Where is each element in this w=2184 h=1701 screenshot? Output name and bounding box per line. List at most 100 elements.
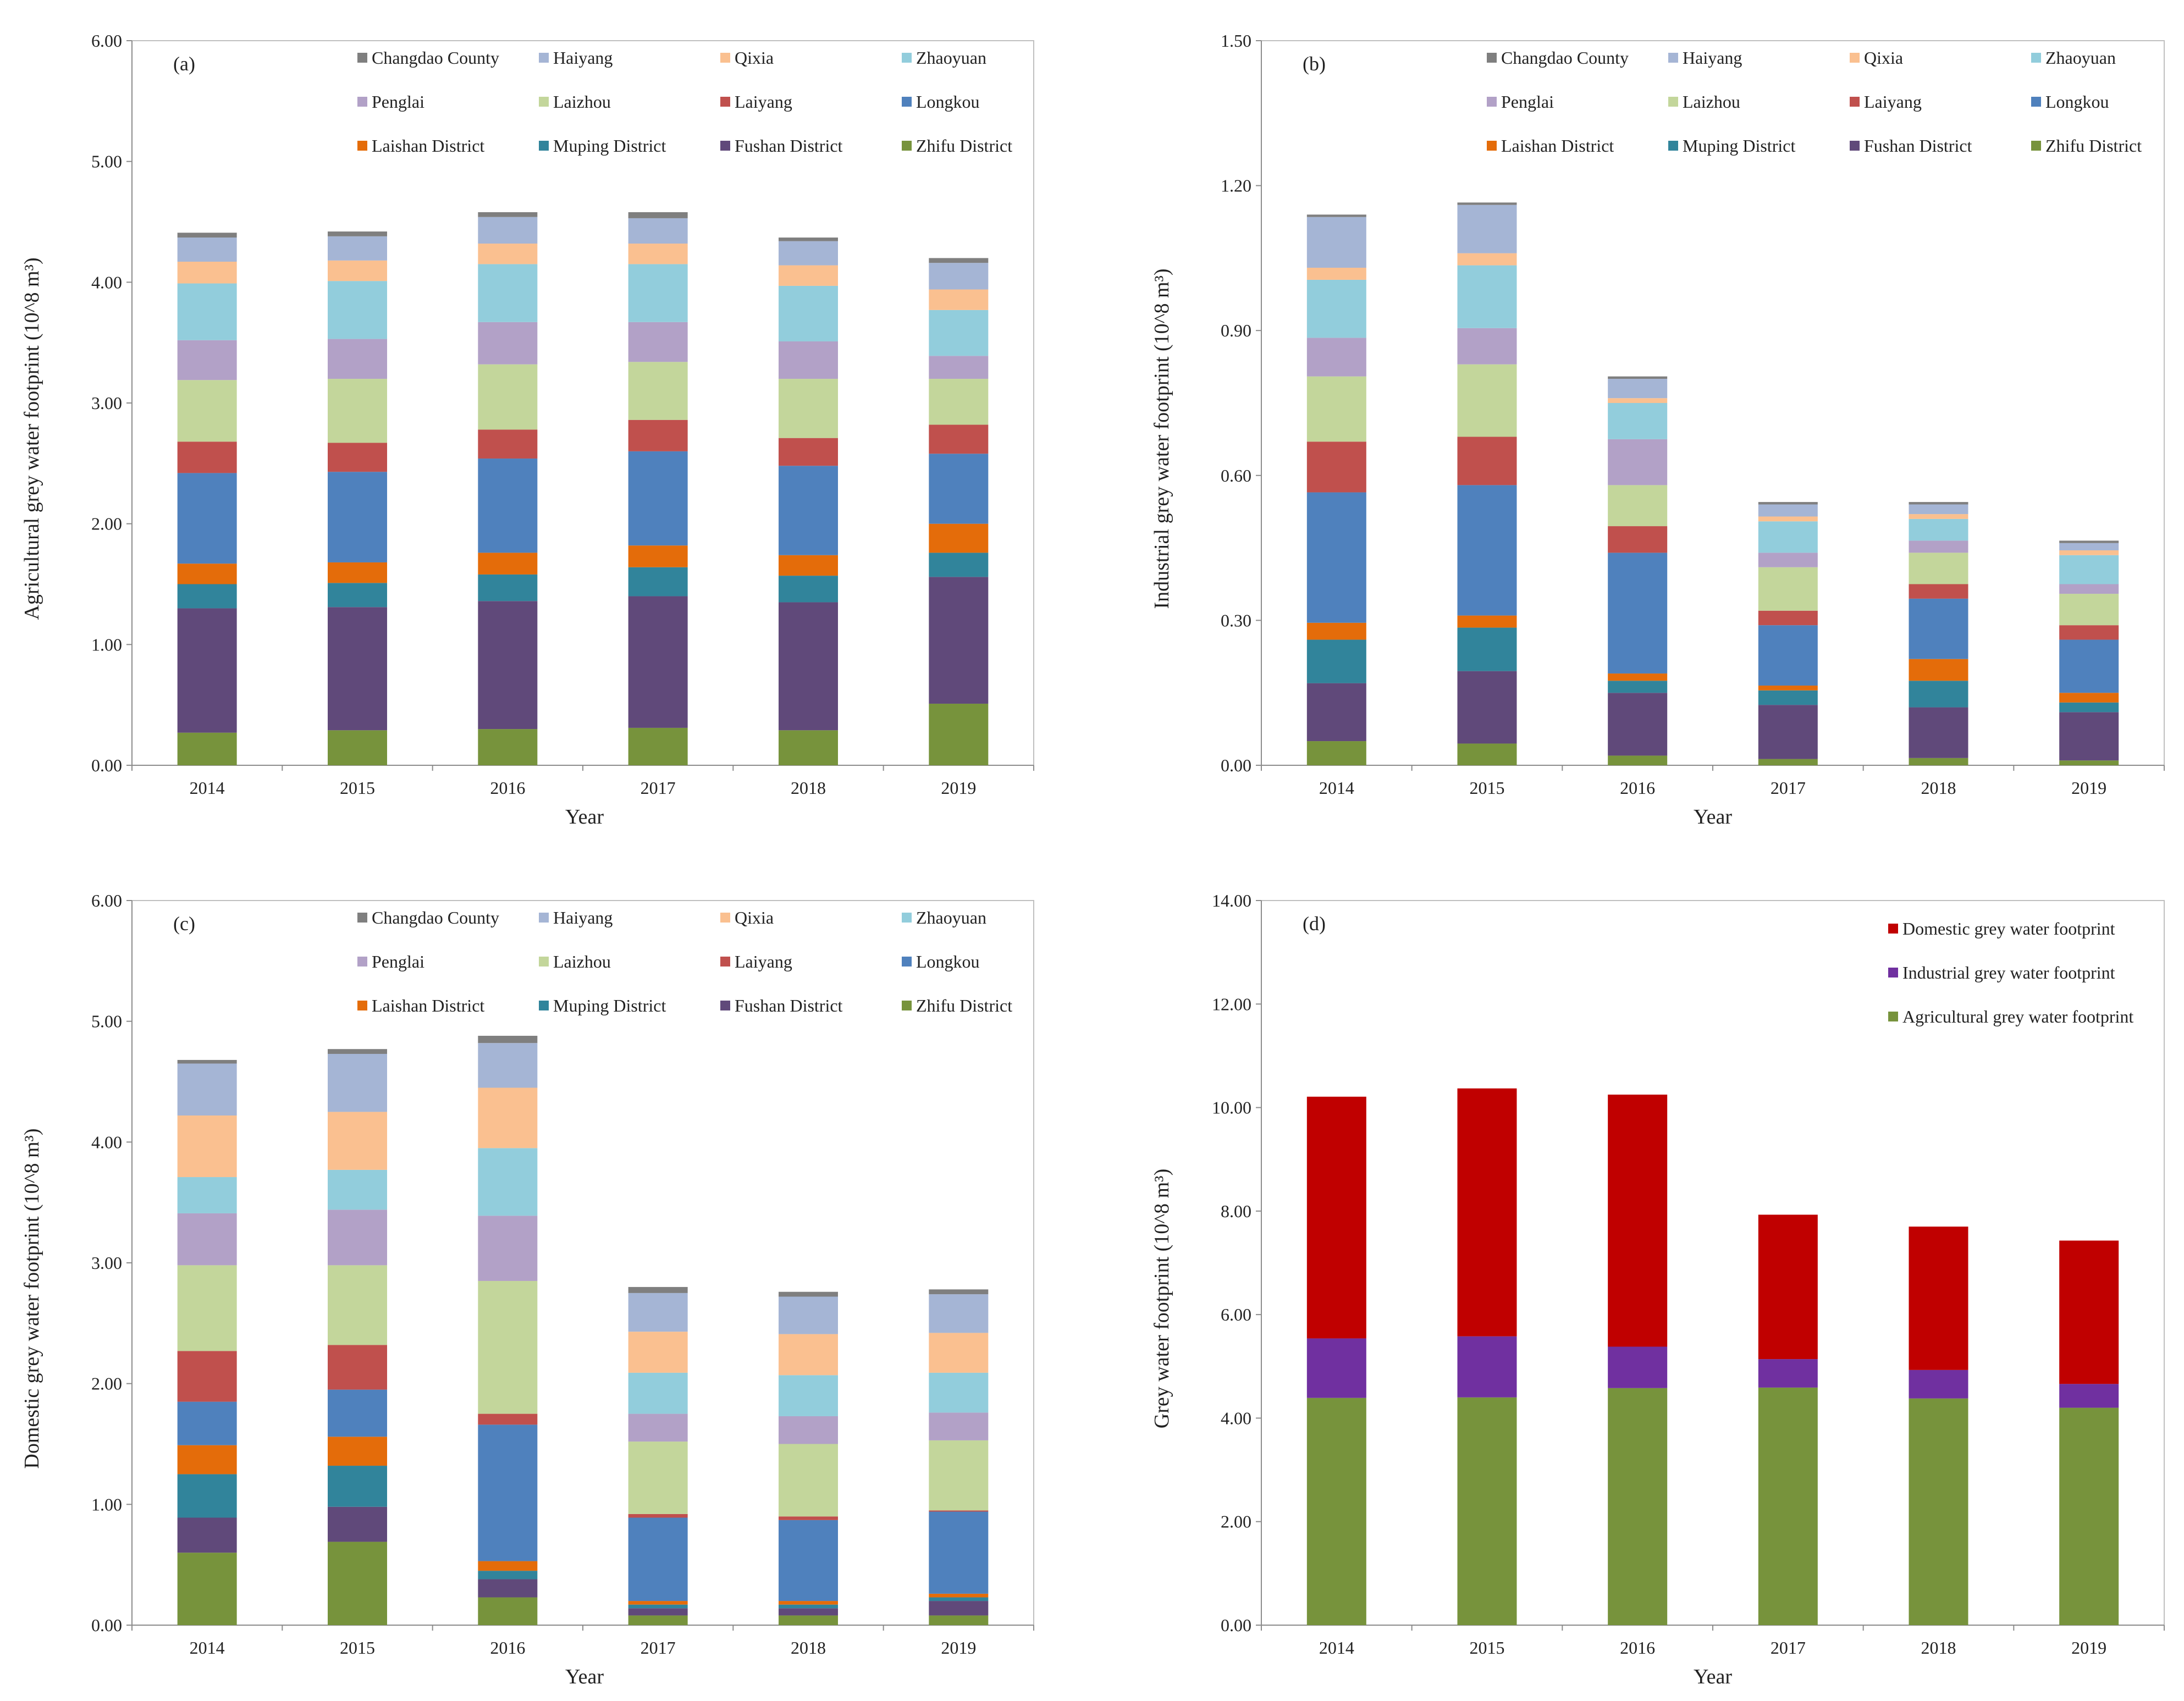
panel-a-legend-swatch-qixia bbox=[720, 53, 730, 63]
panel-d-bar-industrial-grey-water-footprint-2017 bbox=[1758, 1359, 1818, 1388]
panel-b-y-tick-label: 0.90 bbox=[1221, 321, 1251, 340]
panel-d-y-tick-label: 10.00 bbox=[1212, 1098, 1251, 1118]
panel-c-legend-swatch-laiyang bbox=[720, 957, 730, 967]
panel-b-y-tick-label: 0.60 bbox=[1221, 466, 1251, 485]
panel-c-bar-laizhou-2014 bbox=[177, 1265, 237, 1351]
panel-c-bar-fushan-district-2017 bbox=[628, 1608, 688, 1616]
panel-d-y-tick-label: 14.00 bbox=[1212, 891, 1251, 910]
panel-c-y-tick-label: 6.00 bbox=[91, 891, 122, 910]
panel-c-x-tick-label: 2018 bbox=[791, 1638, 826, 1658]
panel-b-bar-muping-district-2016 bbox=[1608, 681, 1668, 693]
panel-b-bar-laiyang-2017 bbox=[1758, 610, 1818, 626]
panel-a-legend-swatch-haiyang bbox=[539, 53, 549, 63]
panel-b-bar-zhifu-district-2014 bbox=[1306, 741, 1366, 765]
panel-a-bar-laiyang-2019 bbox=[929, 424, 989, 454]
panel-c-bar-changdao-county-2014 bbox=[177, 1059, 237, 1064]
panel-a-legend-label-fushan-district: Fushan District bbox=[735, 136, 843, 156]
panel-b-bar-laishan-district-2014 bbox=[1306, 622, 1366, 640]
panel-c-legend-swatch-longkou bbox=[902, 957, 912, 967]
panel-a-bar-zhifu-district-2015 bbox=[328, 730, 387, 765]
panel-b-bar-changdao-county-2015 bbox=[1457, 202, 1517, 205]
panel-d-x-ticks: 2014 2015 2016 2017 2018 2019 bbox=[1261, 1625, 2165, 1658]
panel-b-bar-muping-district-2017 bbox=[1758, 690, 1818, 705]
panel-c-bar-penglai-2014 bbox=[177, 1213, 237, 1266]
panel-c-bar-penglai-2019 bbox=[929, 1412, 989, 1440]
panel-a-bar-haiyang-2017 bbox=[628, 218, 688, 244]
panel-a-x-ticks: 2014 2015 2016 2017 2018 2019 bbox=[131, 765, 1034, 798]
panel-d-bar-domestic-grey-water-footprint-2017 bbox=[1758, 1214, 1818, 1360]
panel-a-y-tick-label: 2.00 bbox=[91, 514, 122, 534]
panel-a-bar-changdao-county-2017 bbox=[628, 212, 688, 218]
panel-c-y-tick-label: 2.00 bbox=[91, 1374, 122, 1394]
panel-b-bar-laishan-district-2016 bbox=[1608, 673, 1668, 681]
panel-b-bar-laiyang-2016 bbox=[1608, 526, 1668, 553]
panel-c-xlabel: Year bbox=[565, 1665, 604, 1688]
panel-c-bar-zhaoyuan-2018 bbox=[779, 1375, 838, 1416]
panel-b-bar-longkou-2019 bbox=[2059, 639, 2119, 693]
panel-b-bar-penglai-2016 bbox=[1608, 439, 1668, 485]
panel-b-industrial: Industrial grey water footprint (10^8 m³… bbox=[1150, 31, 2165, 829]
panel-d-bars bbox=[1306, 1088, 2119, 1625]
panel-a-bar-muping-district-2019 bbox=[929, 553, 989, 577]
panel-b-label: (b) bbox=[1303, 53, 1326, 75]
panel-d-y-tick-label: 8.00 bbox=[1221, 1201, 1251, 1221]
panel-b-bar-muping-district-2019 bbox=[2059, 702, 2119, 713]
panel-a-ylabel: Agricultural grey water footprint (10^8 … bbox=[20, 257, 43, 620]
panel-c-bar-muping-district-2016 bbox=[478, 1571, 538, 1580]
panel-c-label: (c) bbox=[173, 913, 195, 935]
panel-c-legend-label-qixia: Qixia bbox=[735, 908, 774, 927]
panel-a-bar-penglai-2018 bbox=[779, 341, 838, 379]
panel-b-bar-laishan-district-2018 bbox=[1909, 659, 1968, 681]
panel-b-legend-label-longkou: Longkou bbox=[2045, 92, 2109, 112]
panel-a-bar-fushan-district-2017 bbox=[628, 596, 688, 728]
panel-b-x-tick-label: 2016 bbox=[1620, 778, 1655, 798]
panel-b-bar-qixia-2016 bbox=[1608, 398, 1668, 403]
panel-b-bar-laizhou-2018 bbox=[1909, 553, 1968, 584]
panel-b-bar-zhaoyuan-2019 bbox=[2059, 555, 2119, 584]
panel-c-bar-laiyang-2016 bbox=[478, 1413, 538, 1425]
panel-a-legend-label-haiyang: Haiyang bbox=[553, 48, 613, 68]
panel-c-bar-changdao-county-2016 bbox=[478, 1036, 538, 1043]
panel-c-legend-label-laishan-district: Laishan District bbox=[372, 996, 484, 1015]
panel-d-legend-swatch-agricultural-grey-water-footprint bbox=[1888, 1012, 1898, 1021]
panel-b-bar-haiyang-2018 bbox=[1909, 504, 1968, 515]
panel-b-bar-zhifu-district-2016 bbox=[1608, 755, 1668, 765]
panel-b-bar-penglai-2017 bbox=[1758, 553, 1818, 567]
panel-d-y-tick-label: 0.00 bbox=[1221, 1615, 1251, 1635]
panel-b-legend-swatch-zhaoyuan bbox=[2031, 53, 2041, 63]
panel-b-bar-fushan-district-2018 bbox=[1909, 707, 1968, 758]
panel-a-bar-haiyang-2018 bbox=[779, 241, 838, 266]
panel-c-bar-laizhou-2019 bbox=[929, 1440, 989, 1511]
panel-c-bar-zhifu-district-2019 bbox=[929, 1615, 989, 1625]
panel-a-bar-penglai-2015 bbox=[328, 339, 387, 379]
panel-a-bar-zhaoyuan-2018 bbox=[779, 285, 838, 341]
panel-a-bar-laishan-district-2014 bbox=[177, 564, 237, 584]
panel-c-bar-muping-district-2018 bbox=[779, 1604, 838, 1609]
panel-b-legend: Changdao County Haiyang Qixia Zhaoyuan Pengl… bbox=[1487, 48, 2142, 156]
panel-d-y-tick-label: 4.00 bbox=[1221, 1408, 1251, 1428]
panel-b-bar-zhaoyuan-2015 bbox=[1457, 265, 1517, 328]
panel-d-bar-industrial-grey-water-footprint-2016 bbox=[1608, 1346, 1668, 1388]
panel-b-legend-label-zhifu-district: Zhifu District bbox=[2045, 136, 2142, 156]
panel-a-bar-changdao-county-2014 bbox=[177, 233, 237, 238]
panel-b-legend-swatch-muping-district bbox=[1668, 141, 1678, 151]
panel-a-y-tick-label: 6.00 bbox=[91, 31, 122, 51]
panel-a-legend-swatch-muping-district bbox=[539, 141, 549, 151]
panel-c-bar-qixia-2017 bbox=[628, 1332, 688, 1373]
panel-b-bar-qixia-2018 bbox=[1909, 514, 1968, 519]
panel-b-bar-muping-district-2018 bbox=[1909, 681, 1968, 708]
panel-b-x-tick-label: 2015 bbox=[1470, 778, 1505, 798]
panel-a-legend-label-zhifu-district: Zhifu District bbox=[916, 136, 1012, 156]
panel-a-bar-haiyang-2014 bbox=[177, 238, 237, 262]
panel-a-bar-changdao-county-2015 bbox=[328, 231, 387, 236]
panel-c-bar-haiyang-2015 bbox=[328, 1053, 387, 1112]
panel-d-y-ticks: 0.00 2.00 4.00 6.00 8.00 10.00 12.00 14.00 bbox=[1212, 891, 1261, 1635]
panel-b-legend-label-muping-district: Muping District bbox=[1683, 136, 1795, 156]
panel-a-legend-label-zhaoyuan: Zhaoyuan bbox=[916, 48, 986, 68]
panel-b-bar-laiyang-2019 bbox=[2059, 625, 2119, 640]
panel-d-bar-agricultural-grey-water-footprint-2019 bbox=[2059, 1407, 2119, 1625]
panel-d-total: Grey water footprint (10^8 m³) Year (d) … bbox=[1150, 891, 2165, 1688]
panel-c-legend-label-muping-district: Muping District bbox=[553, 996, 666, 1015]
panel-a-legend-swatch-zhaoyuan bbox=[902, 53, 912, 63]
